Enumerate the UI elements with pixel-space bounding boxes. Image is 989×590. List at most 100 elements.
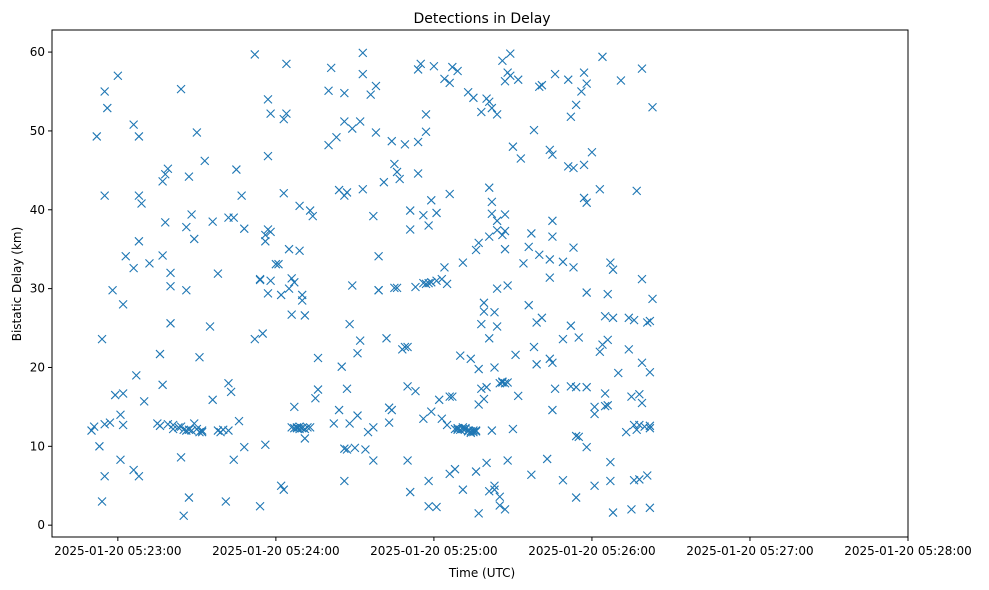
data-point	[297, 290, 307, 300]
data-point	[598, 52, 607, 62]
y-tick-label: 60	[30, 45, 45, 59]
data-point	[416, 59, 426, 69]
y-tick-label: 10	[30, 439, 45, 453]
data-point	[616, 76, 626, 85]
data-point	[519, 259, 528, 268]
data-point	[634, 420, 644, 430]
data-point	[500, 505, 510, 514]
data-point	[118, 389, 128, 398]
data-point	[492, 284, 502, 294]
data-point	[550, 384, 560, 394]
data-point	[295, 246, 304, 256]
data-point	[129, 263, 139, 273]
data-point	[205, 322, 215, 331]
data-point	[458, 423, 468, 432]
data-point	[342, 188, 352, 197]
data-point	[432, 502, 441, 512]
data-point	[195, 427, 204, 437]
data-point	[97, 334, 107, 344]
data-point	[160, 218, 170, 227]
data-point	[529, 342, 539, 352]
data-point	[279, 485, 289, 495]
data-point	[355, 117, 365, 126]
data-point	[579, 193, 589, 203]
data-point	[371, 128, 381, 137]
data-point	[497, 230, 507, 240]
data-point	[545, 255, 555, 264]
data-point	[266, 109, 275, 118]
data-point	[500, 210, 510, 219]
data-point	[447, 62, 457, 72]
data-point	[387, 405, 397, 415]
data-point	[158, 380, 168, 390]
data-point	[634, 389, 644, 399]
data-point	[442, 279, 452, 289]
data-point	[279, 188, 289, 198]
data-point	[503, 378, 513, 387]
data-point	[271, 259, 281, 269]
data-point	[134, 471, 144, 481]
data-point	[139, 396, 149, 406]
data-point	[339, 476, 349, 486]
data-point	[563, 162, 573, 171]
data-point	[534, 82, 544, 92]
data-point	[100, 419, 110, 429]
data-point	[181, 285, 191, 295]
data-point	[231, 165, 241, 174]
data-point	[405, 206, 415, 215]
data-point	[289, 277, 299, 287]
data-point	[87, 426, 96, 435]
data-point	[392, 283, 402, 293]
data-point	[424, 221, 434, 230]
data-point	[176, 452, 186, 462]
data-point	[479, 298, 489, 308]
data-point	[571, 493, 581, 502]
data-point	[208, 217, 218, 226]
data-point	[426, 407, 436, 417]
data-point	[424, 501, 434, 511]
data-point	[195, 352, 204, 362]
data-point	[503, 456, 513, 465]
y-tick-label: 0	[37, 518, 45, 532]
chart-title: Detections in Delay	[413, 11, 550, 27]
data-point	[224, 378, 233, 388]
data-point	[353, 411, 362, 420]
data-point	[392, 167, 402, 177]
x-tick-label: 2025-01-20 05:28:00	[844, 544, 971, 558]
data-point	[492, 216, 502, 226]
data-point	[637, 274, 647, 284]
data-point	[134, 191, 144, 200]
data-point	[255, 501, 265, 511]
data-point	[587, 147, 597, 157]
data-point	[545, 273, 555, 282]
data-point	[495, 492, 505, 502]
data-point	[642, 318, 652, 327]
data-point	[89, 422, 99, 432]
data-point	[529, 125, 539, 135]
data-point	[442, 420, 452, 430]
data-point	[129, 120, 139, 130]
y-tick-label: 50	[30, 124, 45, 138]
data-point	[608, 313, 618, 323]
data-point	[384, 418, 394, 428]
data-point	[582, 198, 592, 208]
data-point	[492, 109, 502, 119]
data-point	[582, 79, 592, 89]
data-point	[345, 319, 355, 329]
data-point	[405, 487, 415, 497]
data-point	[255, 275, 265, 285]
data-point	[379, 177, 389, 187]
data-point	[558, 475, 568, 485]
data-point	[184, 172, 194, 182]
data-point	[569, 262, 578, 272]
data-point	[305, 206, 315, 215]
data-point	[158, 251, 168, 260]
data-point	[324, 140, 333, 150]
data-point	[574, 432, 584, 442]
data-point	[548, 150, 557, 159]
data-point	[484, 232, 494, 241]
data-point	[474, 238, 484, 248]
data-point	[287, 273, 297, 283]
data-point	[424, 476, 434, 486]
data-point	[537, 313, 547, 323]
